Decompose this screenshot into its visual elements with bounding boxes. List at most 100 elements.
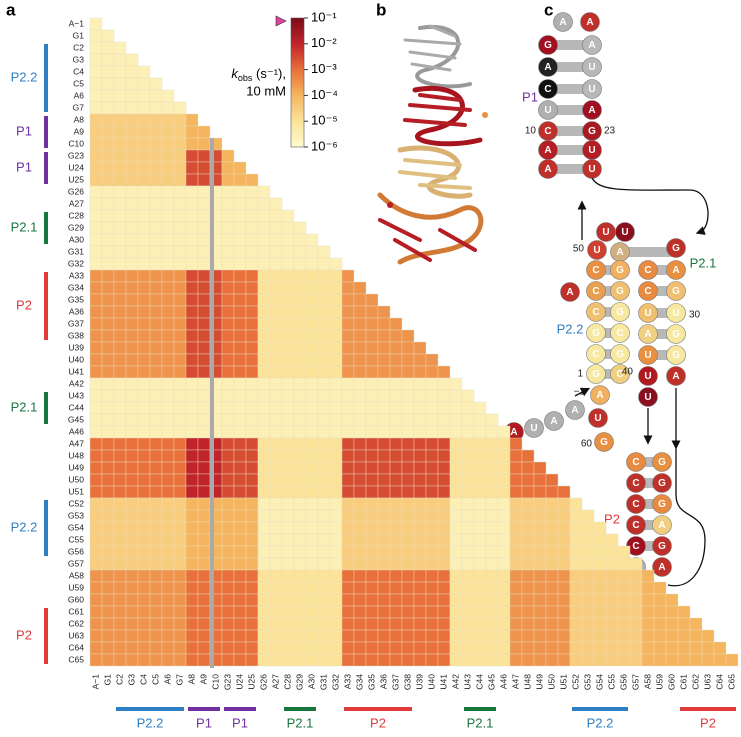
heatmap-cell (221, 629, 235, 643)
row-helix-label: P2 (16, 297, 32, 312)
nucleotide (538, 35, 558, 55)
heatmap-cell (365, 497, 379, 511)
heatmap-cell (485, 521, 499, 535)
heatmap-cell (89, 305, 103, 319)
heatmap-cell (257, 653, 271, 667)
heatmap-cell (329, 629, 343, 643)
heatmap-cell (149, 593, 163, 607)
heatmap-cell (389, 509, 403, 523)
heatmap-cell (101, 629, 115, 643)
heatmap-cell (101, 533, 115, 547)
heatmap-cell (377, 353, 391, 367)
heatmap-cell (329, 653, 343, 667)
heatmap-cell (677, 605, 691, 619)
nucleotide-label: C (632, 457, 639, 468)
heatmap-cell (137, 569, 151, 583)
heatmap-cell (101, 317, 115, 331)
column-label: A27 (270, 674, 280, 689)
heatmap-cell (161, 269, 175, 283)
heatmap-cell (605, 581, 619, 595)
nucleotide (626, 494, 646, 514)
heatmap-cell (149, 629, 163, 643)
heatmap-cell (149, 509, 163, 523)
heatmap-cell (245, 473, 259, 487)
heatmap-cell (281, 233, 295, 247)
heatmap-cell (305, 329, 319, 343)
heatmap-cell (401, 473, 415, 487)
heatmap-cell (161, 221, 175, 235)
base-pair (596, 328, 620, 338)
heatmap-cell (161, 653, 175, 667)
heatmap-cell (233, 233, 247, 247)
heatmap-cell (149, 617, 163, 631)
heatmap-cell (245, 221, 259, 235)
heatmap-cell (161, 437, 175, 451)
heatmap-cell (497, 497, 511, 511)
nucleotide (553, 12, 573, 32)
heatmap-cell (197, 497, 211, 511)
heatmap-cell (257, 497, 271, 511)
nucleotide-label: C (632, 499, 639, 510)
heatmap-cell (197, 161, 211, 175)
nucleotide (582, 57, 602, 77)
heatmap-cell (173, 173, 187, 187)
heatmap-cell (293, 509, 307, 523)
heatmap-cell (425, 593, 439, 607)
heatmap-cell (185, 185, 199, 199)
heatmap-cell (317, 269, 331, 283)
heatmap-cell (305, 341, 319, 355)
unit: (s⁻¹), (252, 66, 286, 81)
heatmap-cell (293, 353, 307, 367)
heatmap-cell (365, 569, 379, 583)
heatmap-cell (317, 341, 331, 355)
heatmap-cell (449, 473, 463, 487)
heatmap-cell (533, 629, 547, 643)
heatmap-cell (629, 581, 643, 595)
heatmap-cell (725, 653, 739, 667)
heatmap-cell (281, 497, 295, 511)
heatmap-cell (605, 569, 619, 583)
heatmap-cell (497, 617, 511, 631)
column-label: A36 (378, 674, 388, 689)
heatmap-cell (137, 641, 151, 655)
heatmap-cell (461, 461, 475, 475)
heatmap-cell (509, 533, 523, 547)
heatmap-cell (593, 593, 607, 607)
heatmap-cell (305, 569, 319, 583)
row-label: G56 (68, 546, 84, 556)
heatmap-cell (101, 617, 115, 631)
column-helix-bar (188, 707, 220, 711)
heatmap-cell (221, 437, 235, 451)
row-label: U50 (68, 474, 84, 484)
heatmap-cell (137, 557, 151, 571)
heatmap-cell (197, 605, 211, 619)
nucleotide (666, 281, 686, 301)
column-label: G29 (294, 674, 304, 690)
row-helix-bar (44, 608, 48, 664)
heatmap-cell (425, 653, 439, 667)
heatmap-cell (293, 245, 307, 259)
heatmap-cell (401, 509, 415, 523)
heatmap-cell (341, 293, 355, 307)
heatmap-cell (305, 521, 319, 535)
heatmap-cell (437, 485, 451, 499)
heatmap-cell (449, 581, 463, 595)
heatmap-cell (341, 617, 355, 631)
heatmap-cell (173, 245, 187, 259)
heatmap-cell (473, 641, 487, 655)
heatmap-cell (365, 305, 379, 319)
heatmap-cell (221, 533, 235, 547)
heatmap-cell (269, 401, 283, 415)
heatmap-cell (461, 581, 475, 595)
heatmap-cell (185, 581, 199, 595)
heatmap-cell (389, 569, 403, 583)
heatmap-cell (521, 521, 535, 535)
heatmap-cell (365, 593, 379, 607)
heatmap-cell (257, 341, 271, 355)
heatmap-cell (341, 305, 355, 319)
heatmap-cell (629, 593, 643, 607)
column-helix-label: P1 (232, 715, 248, 730)
heatmap-cell (329, 533, 343, 547)
heatmap-cell (437, 557, 451, 571)
heatmap-cell (197, 197, 211, 211)
